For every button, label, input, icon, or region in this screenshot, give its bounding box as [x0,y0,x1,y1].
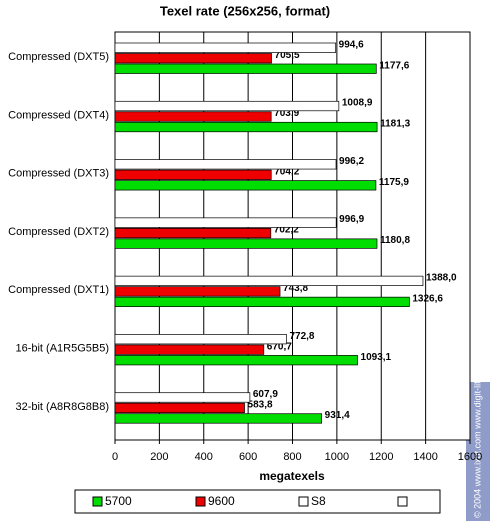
bar [114,63,377,74]
value-label: 996,2 [339,156,364,167]
y-tick-label: 32-bit (A8R8G8B8) [15,401,109,413]
bar [114,217,337,228]
x-tick-label: 1000 [325,451,349,463]
legend-box [74,489,441,514]
bar [114,53,272,64]
value-label: 1181,3 [380,119,410,130]
bar [114,413,323,424]
value-label: 1175,9 [379,177,409,188]
bar [114,169,272,180]
bar [114,275,424,286]
legend-label: S8 [311,494,326,508]
bar [114,180,377,191]
value-label: 703,9 [274,108,299,119]
x-tick-label: 0 [112,451,118,463]
y-tick-label: Compressed (DXT4) [8,109,109,121]
legend-swatch [92,496,103,507]
x-tick-label: 400 [195,451,213,463]
watermark: © 2004 www.ixbt.com www.digit-life.com [472,357,482,518]
legend-swatch [298,496,309,507]
value-label: 1388,0 [426,273,457,284]
bar [114,100,340,112]
value-label: 704,2 [274,166,299,177]
bar [114,334,287,345]
value-label: 743,8 [283,283,308,294]
y-tick-label: Compressed (DXT5) [8,51,109,63]
x-tick-label: 800 [283,451,301,463]
value-label: 996,9 [339,214,364,225]
bar [114,228,272,239]
y-tick-label: Compressed (DXT3) [8,168,109,180]
value-label: 705,5 [275,50,300,61]
x-axis-label: megatexels [259,469,325,483]
bar [114,402,245,414]
bar [114,238,378,249]
legend-swatch [195,496,206,507]
bar [114,121,378,133]
bar [114,355,358,366]
value-label: 772,8 [289,331,314,342]
value-label: 1180,8 [380,235,410,246]
legend-label: 9600 [208,494,235,508]
legend-swatch-empty [397,496,408,507]
x-tick-label: 600 [239,451,257,463]
value-label: 702,2 [274,225,299,236]
bar [114,296,410,307]
legend-label: 5700 [105,494,132,508]
value-label: 670,7 [267,341,292,352]
value-label: 583,8 [248,400,273,411]
value-label: 1093,1 [361,352,392,363]
bar [114,111,272,122]
x-tick-label: 1200 [369,451,393,463]
bar [114,344,265,355]
x-tick-label: 200 [150,451,168,463]
value-label: 931,4 [325,410,350,421]
bar [114,159,337,170]
y-tick-label: Compressed (DXT2) [8,226,109,238]
value-label: 994,6 [339,39,364,50]
y-tick-label: Compressed (DXT1) [8,284,109,296]
value-label: 1008,9 [342,98,373,109]
y-tick-label: 16-bit (A1R5G5B5) [15,342,109,354]
x-tick-label: 1400 [413,451,437,463]
value-label: 607,9 [253,389,278,400]
value-label: 1177,6 [379,60,409,71]
bar [114,286,281,297]
value-label: 1326,6 [412,294,443,305]
bar [114,42,337,53]
chart-title: Texel rate (256x256, format) [160,3,330,18]
bar [114,392,251,403]
x-tick-label: 1600 [458,451,482,463]
